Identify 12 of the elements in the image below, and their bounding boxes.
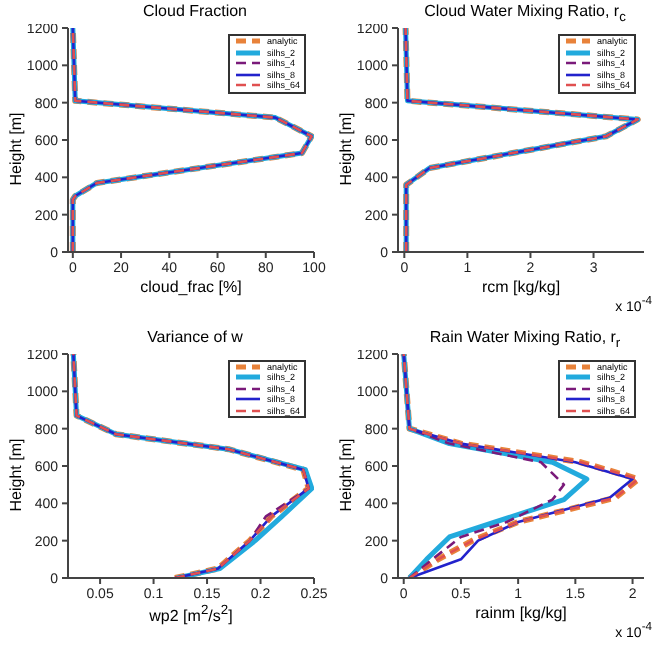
chart-title: Cloud Water Mixing Ratio, r$_{c}$	[422, 2, 628, 26]
x-axis-title: cloud_frac [%]	[138, 278, 244, 296]
x-axis-title: rcm [kg/kg]	[479, 278, 563, 296]
y-axis-title: Height [m]	[337, 110, 355, 190]
x-axis-title: wp2 [m$^{2}$/s$^{2}$]	[147, 603, 235, 625]
y-axis-title: Height [m]	[337, 435, 355, 515]
y-axis-title: Height [m]	[7, 110, 25, 190]
chart-title: Variance of w	[145, 327, 245, 345]
chart-title: Rain Water Mixing Ratio, r$_{r}$	[427, 327, 623, 351]
x-axis-title: rainm [kg/kg]	[473, 603, 569, 621]
chart-title: Cloud Fraction	[140, 2, 250, 20]
y-axis-title: Height [m]	[7, 435, 25, 515]
